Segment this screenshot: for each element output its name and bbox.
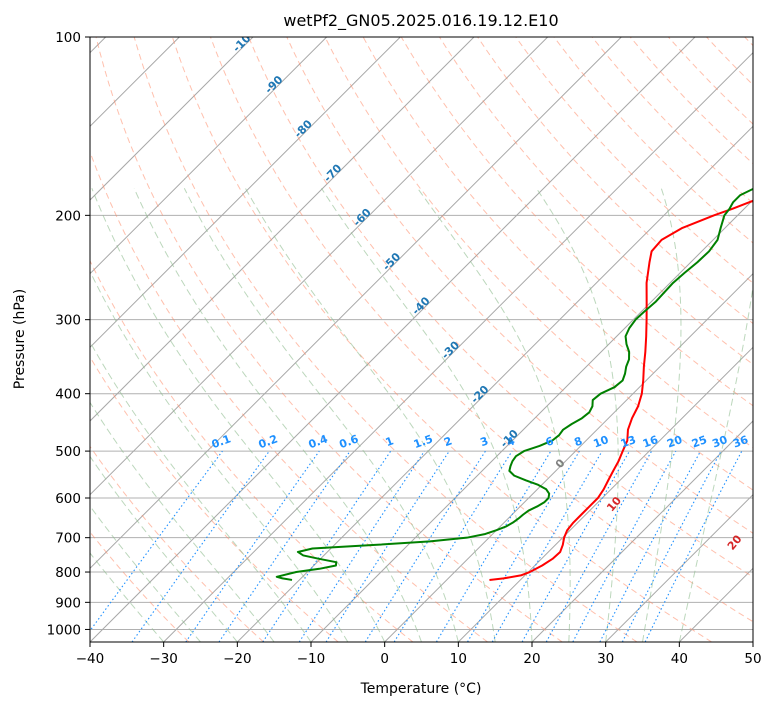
mixing-ratio-label: 16 [641,433,660,451]
x-tick-label: −40 [76,651,105,667]
mixing-ratio-label: 36 [731,433,750,451]
mixing-ratio-label: 0.6 [338,432,361,451]
mixing-ratio-label: 1 [384,434,396,449]
dry-adiabat-line [248,37,753,578]
isotherm-line [90,37,254,201]
mixing-ratio-label: 30 [710,433,729,451]
moist-adiabat-line [244,187,496,642]
mixing-ratio-line [131,450,270,642]
mixing-ratio-line [491,450,603,642]
isotherm-line [163,51,753,642]
isotherm-line [236,125,753,642]
isotherm-line [90,37,549,496]
moist-adiabat-line [183,188,459,642]
dry-adiabat-line [400,37,753,407]
dewpoint-profile-line [275,187,753,581]
dry-adiabat-line [362,37,753,449]
mixing-ratio-line [545,450,653,642]
x-tick-label: 30 [597,651,614,667]
x-tick-label: −20 [223,651,252,667]
mixing-ratio-label: 1.5 [412,432,435,451]
mixing-ratio-line [218,450,351,642]
y-tick-label: 400 [55,387,81,403]
isotherm-line [457,346,753,642]
y-tick-label: 100 [55,30,81,46]
temperature-profile-line [489,199,753,581]
dry-adiabat-line [324,37,753,491]
moist-adiabat-line [90,270,349,642]
moist-adiabat-line [417,187,571,642]
isotherm-line [90,37,401,349]
y-tick-label: 900 [55,595,81,611]
mixing-ratio-line [364,450,486,642]
mixing-ratio-label: 25 [690,433,709,450]
mixing-ratio-line [90,450,223,632]
mixing-ratio-label: 4 [505,434,517,449]
moist-adiabat-line [133,188,422,642]
mixing-ratio-label: 0.4 [307,432,330,451]
isotherm-line [384,272,753,642]
x-tick-label: −10 [297,651,326,667]
moist-adiabat-line [90,340,312,642]
x-tick-label: 10 [450,651,467,667]
isotherm-line [531,420,753,642]
mixing-ratio-line [467,450,580,642]
mixing-ratio-label: 3 [478,434,490,449]
y-tick-label: 300 [55,313,81,329]
mixing-ratio-label: 20 [665,433,684,451]
dry-adiabat-line [477,37,753,325]
x-axis-label: Temperature (°C) [360,681,482,697]
axis-ticks: −40 −30 −20 −10 0 10 20 30 40 5010020030040050060… [47,30,762,667]
y-tick-label: 1000 [47,622,81,638]
mixing-ratio-label: 6 [544,434,556,449]
x-tick-label: 40 [671,651,688,667]
moist-adiabat-line [90,401,275,642]
plot-frame [89,36,754,643]
mixing-ratio-label: 2 [442,434,454,449]
y-tick-label: 700 [55,531,81,547]
mixing-ratio-label: 8 [572,434,584,449]
dry-adiabat-line [629,37,753,165]
dry-adiabat-line [515,37,753,284]
mixing-ratio-line [393,450,513,642]
chart-title: wetPf2_GN05.2025.016.19.12.E10 [283,11,558,31]
x-tick-label: −30 [149,651,178,667]
moist-adiabat-line [321,187,533,642]
isotherm-line [90,37,622,570]
mixing-ratio-line [185,450,320,642]
dry-adiabat-line [210,37,753,623]
moist-adiabat-line [91,188,386,642]
isotherm-line [90,37,696,642]
x-tick-label: 0 [380,651,389,667]
isotherm-line [90,37,328,275]
mixing-ratio-label: 13 [619,433,638,450]
dry-adiabat-line [90,259,414,642]
x-tick-label: 20 [523,651,540,667]
mixing-ratio-label: 10 [592,433,611,451]
plot-lines [90,37,753,642]
moist-adiabat-line [642,188,682,642]
y-tick-label: 600 [55,491,81,507]
mixing-ratio-line [325,450,450,642]
mixing-ratio-label: 0.2 [257,432,280,451]
mixing-ratio-line [521,450,630,642]
isotherm-line [605,493,753,642]
y-tick-label: 500 [55,444,81,460]
isotherm-line [90,37,475,422]
dry-adiabat-line [133,37,638,642]
y-axis-label: Pressure (hPa) [12,289,28,389]
y-tick-label: 800 [55,565,81,581]
mixing-ratio-label: 0.1 [210,432,233,451]
dry-adiabat-line [90,445,264,642]
x-tick-label: 50 [744,651,761,667]
dry-adiabat-line [591,37,753,204]
y-tick-label: 200 [55,208,81,224]
dry-adiabat-line [171,37,712,642]
moist-adiabat-line [678,283,753,642]
mixing-ratio-line [572,450,677,642]
